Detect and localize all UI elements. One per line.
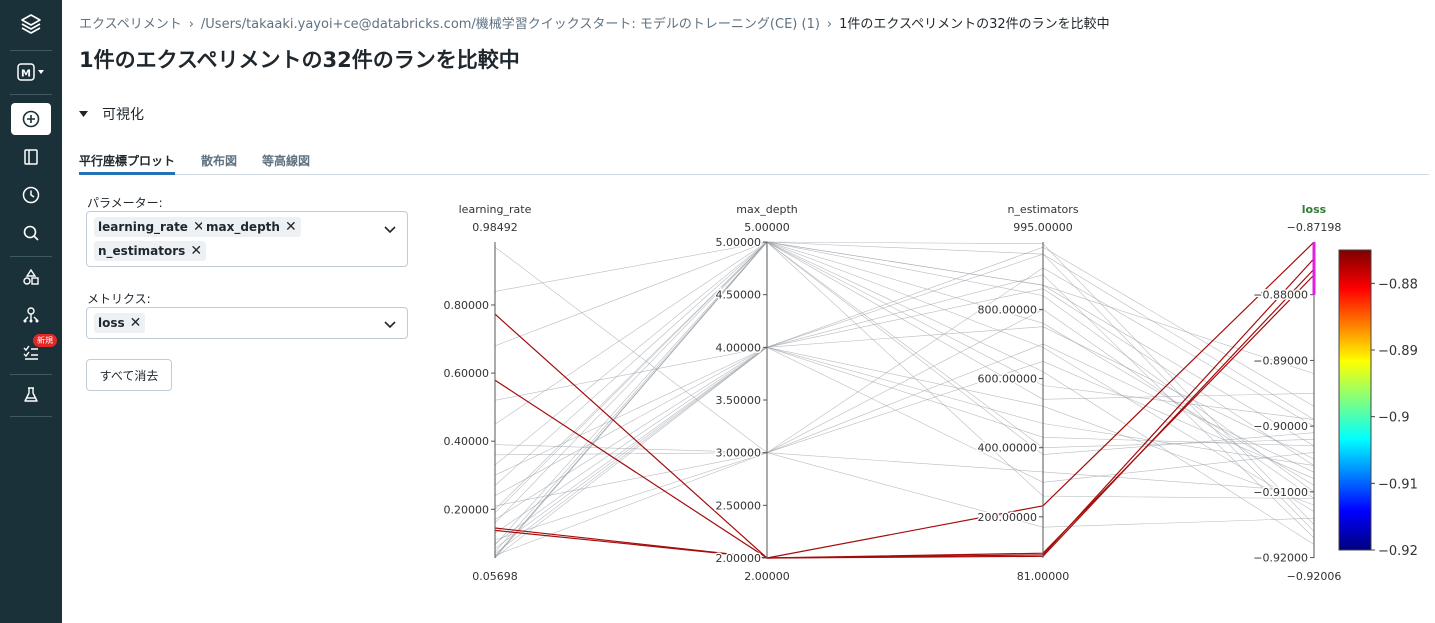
recents-clock-icon[interactable] [11, 179, 51, 211]
remove-chip-icon[interactable]: ✕ [192, 219, 205, 235]
remove-chip-icon[interactable]: ✕ [284, 219, 297, 235]
chevron-right-icon: › [188, 17, 194, 32]
workspace-icon[interactable] [11, 141, 51, 173]
experiments-flask-icon[interactable] [11, 379, 51, 411]
new-badge: 新規 [33, 334, 57, 347]
search-icon[interactable] [11, 217, 51, 249]
metrics-label: メトリクス: [87, 292, 151, 306]
tab-bar: 平行座標プロット 散布図 等高線図 [79, 150, 1429, 175]
remove-chip-icon[interactable]: ✕ [129, 315, 142, 331]
metric-chip: loss ✕ [94, 313, 146, 333]
params-select[interactable]: learning_rate ✕ max_depth ✕ n_estimators ✕ [86, 211, 408, 267]
breadcrumb-experiments-link[interactable]: エクスペリメント [79, 17, 182, 32]
tasks-checklist-icon[interactable] [11, 337, 51, 369]
param-chip: max_depth ✕ [202, 217, 301, 237]
shapes-icon[interactable] [11, 261, 51, 293]
caret-down-icon [79, 110, 88, 117]
tab-parallel-coordinates[interactable]: 平行座標プロット [79, 152, 176, 175]
breadcrumb-experiment-path-link[interactable]: /Users/takaaki.yayoi+ce@databricks.com/機… [200, 17, 820, 32]
tab-contour[interactable]: 等高線図 [262, 154, 311, 168]
breadcrumb-current: 1件のエクスペリメントの32件のランを比較中 [839, 17, 1110, 32]
persona-switcher-icon[interactable]: M [11, 56, 51, 88]
chevron-down-icon[interactable] [383, 222, 397, 236]
breadcrumb: エクスペリメント › /Users/takaaki.yayoi+ce@databri… [79, 13, 1110, 32]
tab-scatter[interactable]: 散布図 [201, 154, 238, 168]
chevron-down-icon[interactable] [383, 317, 397, 331]
param-chip: n_estimators ✕ [94, 241, 207, 261]
section-label: 可視化 [102, 107, 144, 123]
visualization-section-toggle[interactable]: 可視化 [79, 104, 144, 124]
param-chip: learning_rate ✕ [94, 217, 209, 237]
page-title: 1件のエクスペリメントの32件のランを比較中 [79, 48, 520, 72]
chevron-right-icon: › [826, 17, 833, 32]
databricks-logo-icon[interactable] [11, 8, 51, 40]
model-serving-icon[interactable] [11, 299, 51, 331]
metrics-select[interactable]: loss ✕ [86, 307, 408, 339]
params-label: パラメーター: [87, 196, 163, 210]
main-content: エクスペリメント › /Users/takaaki.yayoi+ce@databri… [62, 0, 1435, 623]
sidebar: M 新規 [0, 0, 62, 623]
svg-text:M: M [21, 69, 31, 80]
create-icon[interactable] [11, 103, 51, 135]
clear-all-button[interactable]: すべて消去 [86, 359, 172, 391]
remove-chip-icon[interactable]: ✕ [190, 243, 203, 259]
